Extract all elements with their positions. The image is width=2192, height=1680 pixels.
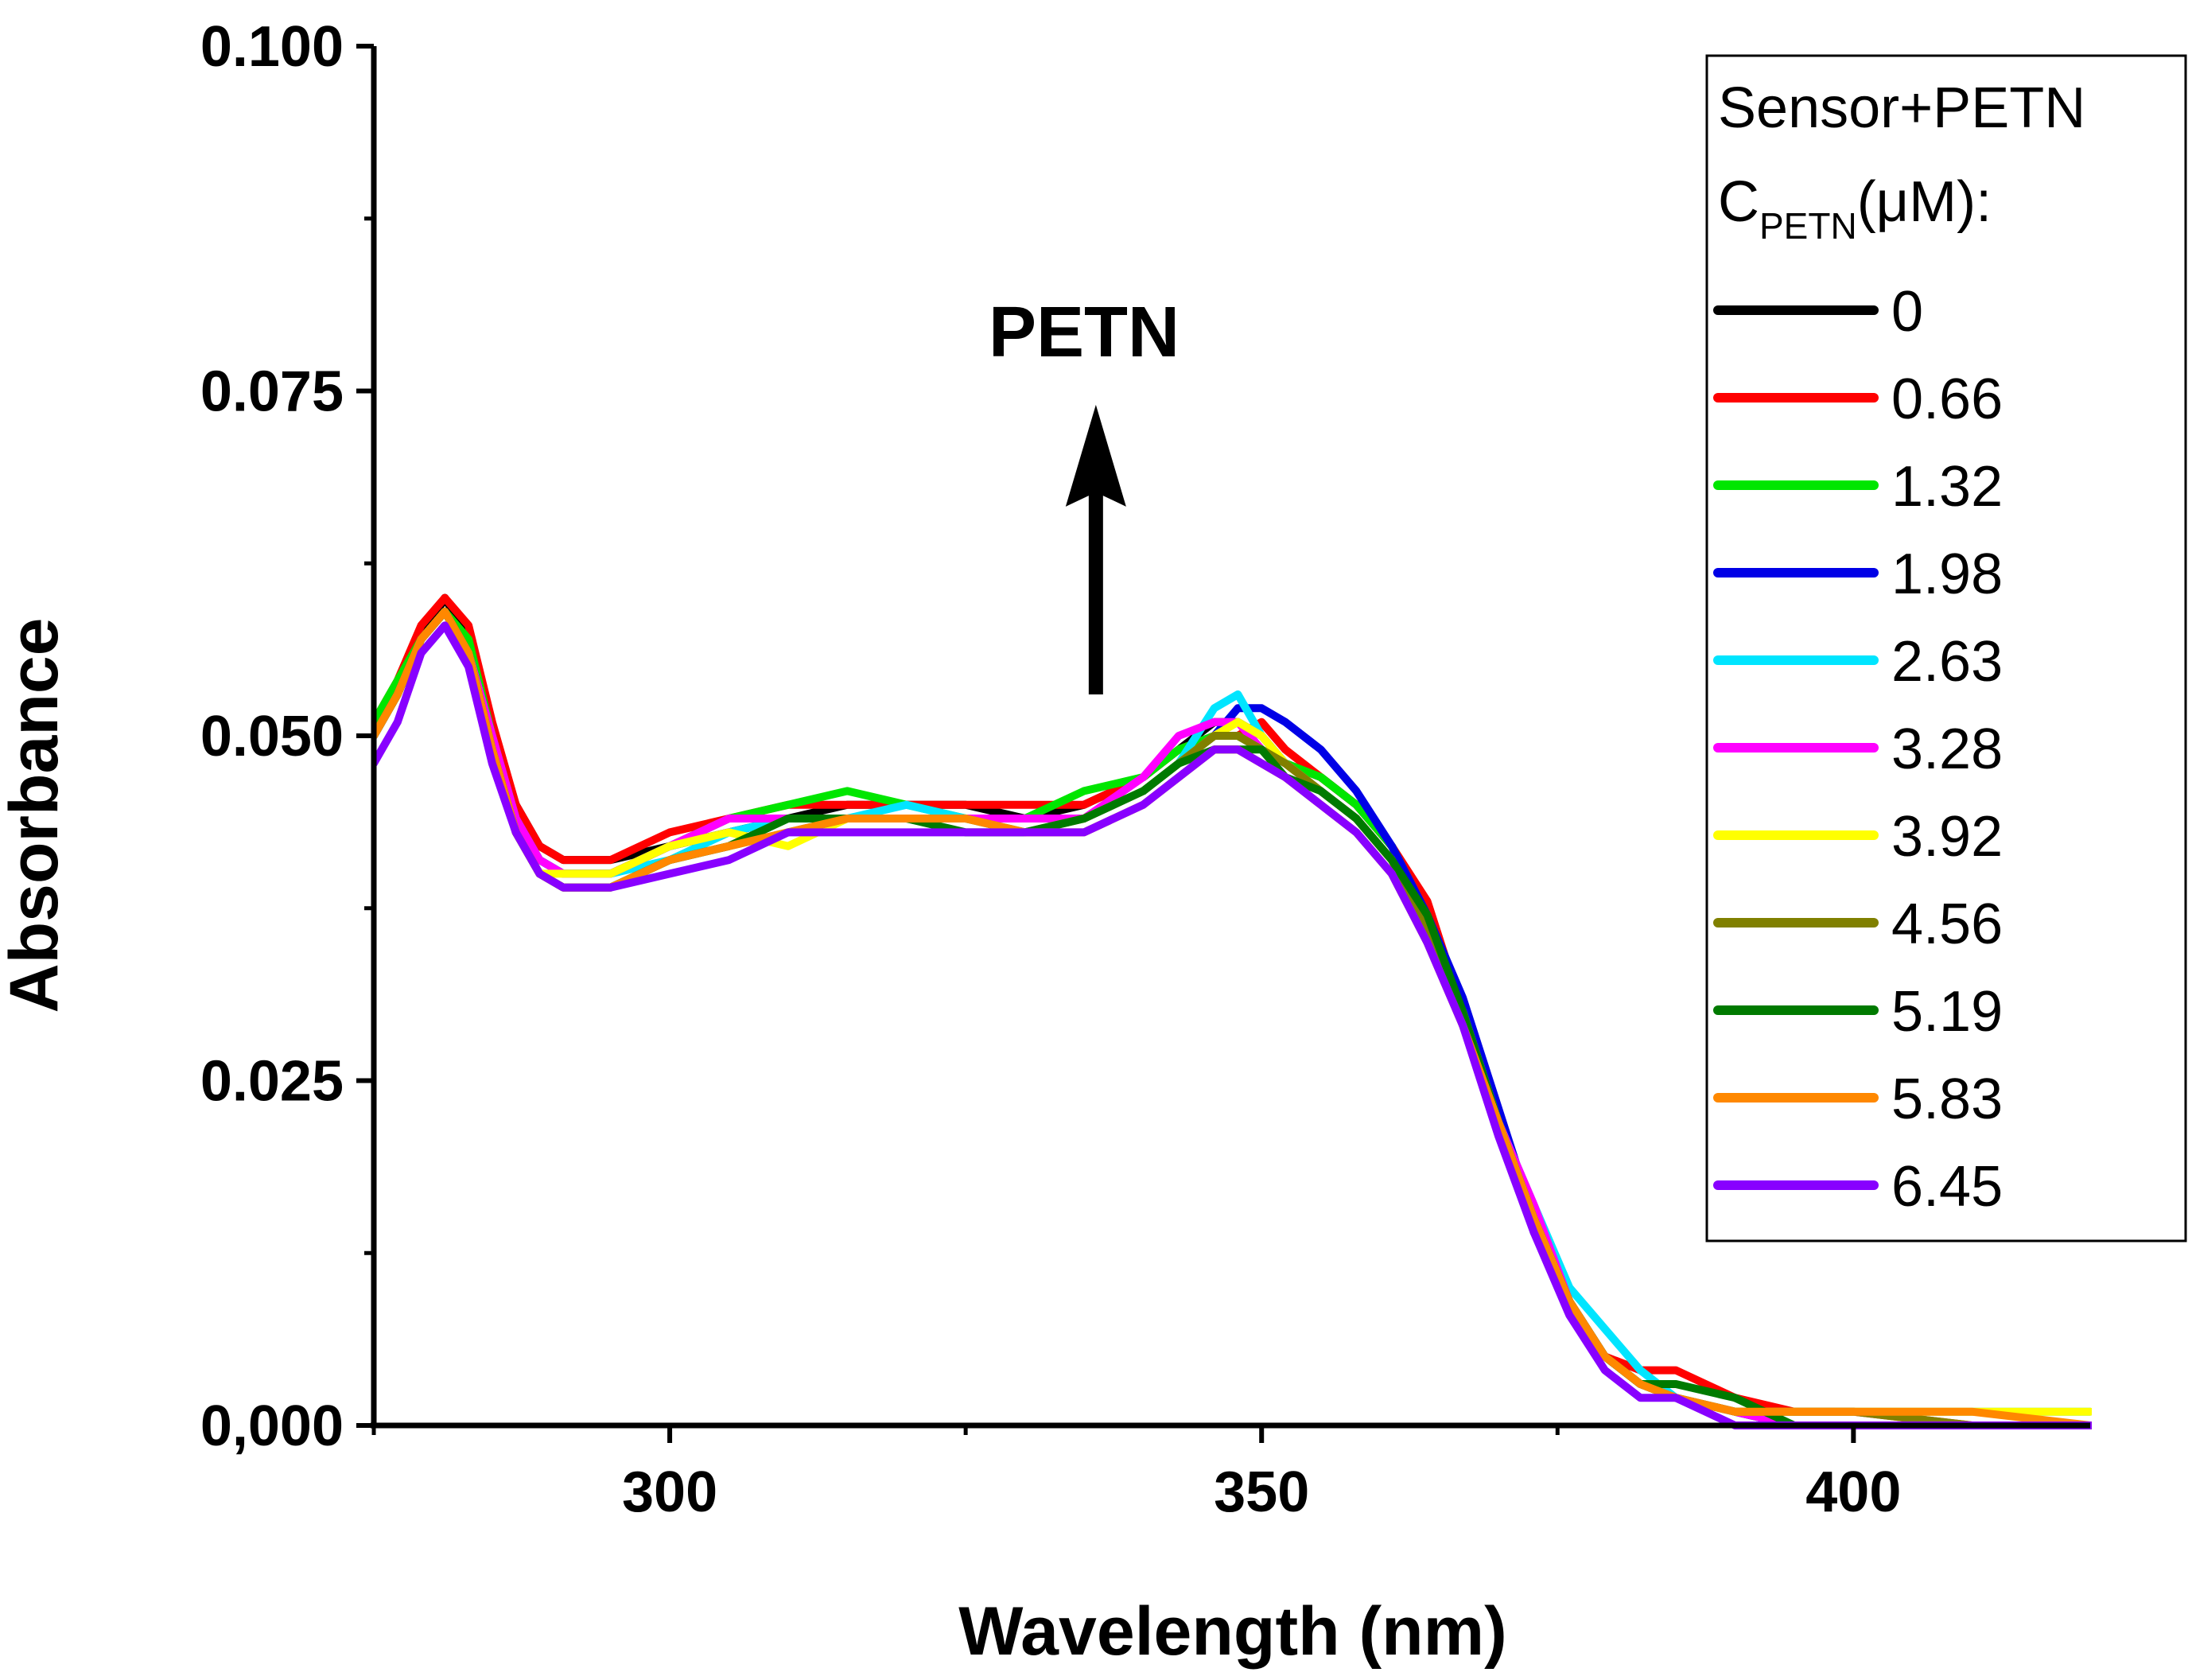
x-tick-label-2: 400 — [1805, 1460, 1901, 1524]
legend-items: 0 0.66 1.32 1.98 2.63 3.28 3.92 4.56 5.19 5.83 6.4… — [1713, 280, 2003, 1219]
legend: Sensor+PETN CPETN(μM): 0 0.66 1.32 1.98 2.63… — [1705, 54, 2187, 1242]
legend-label-3: 1.98 — [1891, 542, 2003, 606]
x-axis-title: Wavelength (nm) — [958, 1593, 1507, 1670]
legend-label-9: 5.83 — [1891, 1068, 2003, 1131]
legend-subtitle: CPETN(μM): — [1718, 170, 1992, 247]
legend-label-10: 6.45 — [1891, 1155, 2003, 1219]
legend-label-8: 5.19 — [1891, 980, 2003, 1044]
legend-label-4: 2.63 — [1891, 630, 2003, 694]
legend-label-1: 0.66 — [1891, 368, 2003, 431]
legend-label-6: 3.92 — [1891, 805, 2003, 869]
petn-annotation: PETN — [989, 293, 1180, 694]
legend-title: Sensor+PETN — [1718, 76, 2085, 140]
legend-label-2: 1.32 — [1891, 455, 2003, 519]
legend-label-0: 0 — [1891, 280, 1923, 344]
annotation-label: PETN — [989, 293, 1180, 372]
legend-label-5: 3.28 — [1891, 718, 2003, 781]
y-tick-label-4: 0.100 — [200, 15, 344, 79]
x-tick-label-1: 350 — [1214, 1460, 1309, 1524]
series-line-10 — [374, 621, 2092, 1429]
plot-area — [374, 593, 2092, 1429]
legend-box — [1705, 54, 2187, 1242]
ticks: 0,000 0.025 0.050 0.075 0.100 300 350 400 — [200, 15, 1902, 1524]
y-axis-title: Absorbance — [0, 617, 72, 1013]
legend-label-7: 4.56 — [1891, 892, 2003, 956]
y-tick-label-3: 0.075 — [200, 360, 344, 424]
legend-subtitle-suffix: (μM): — [1857, 170, 1992, 234]
y-tick-label-2: 0.050 — [200, 705, 344, 768]
legend-subtitle-sub: PETN — [1759, 205, 1857, 247]
legend-subtitle-prefix: C — [1718, 170, 1759, 234]
y-tick-label-0: 0,000 — [200, 1394, 344, 1458]
x-tick-label-0: 300 — [622, 1460, 717, 1524]
annotation-arrow-head — [1065, 404, 1126, 507]
y-tick-label-1: 0.025 — [200, 1050, 344, 1114]
series-layer — [374, 593, 2092, 1429]
